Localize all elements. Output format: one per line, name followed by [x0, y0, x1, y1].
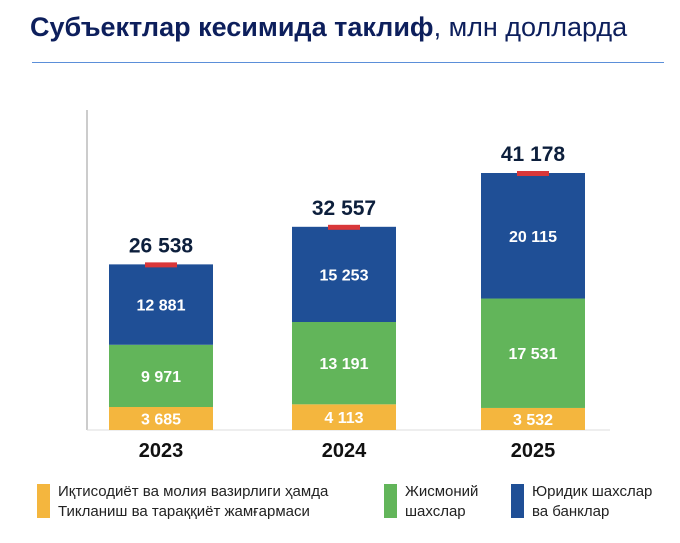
bar-segment [109, 344, 213, 408]
x-tick-label: 2023 [139, 440, 184, 462]
legend-swatch [511, 484, 524, 518]
segment-label: 12 881 [137, 298, 186, 315]
total-label: 32 557 [312, 197, 376, 220]
bar-segment [292, 404, 396, 430]
total-marker [145, 262, 177, 268]
bar-segment [481, 407, 585, 430]
total-marker [328, 224, 360, 230]
bar-segment [109, 264, 213, 345]
legend-label: Юридик шахслар [532, 483, 653, 500]
segment-label: 4 113 [324, 410, 363, 427]
bar-segment [481, 173, 585, 299]
legend-label: Иқтисодиёт ва молия вазирлиги ҳамда [58, 483, 329, 500]
legend-item-legal-entities: Юридик шахслар ва банклар [511, 482, 652, 522]
segment-label: 3 685 [141, 412, 181, 429]
x-tick-label: 2024 [322, 440, 367, 462]
bar-segment [292, 226, 396, 323]
legend-label: Жисмоний [405, 483, 479, 500]
chart-title: Субъектлар кесимида таклиф, млн долларда [30, 12, 628, 42]
segment-label: 15 253 [320, 267, 369, 284]
segment-label: 9 971 [141, 369, 181, 386]
segment-label: 17 531 [509, 346, 558, 363]
segment-label: 3 532 [513, 412, 553, 429]
bar-segment [481, 298, 585, 408]
bar-segment [109, 407, 213, 430]
legend-item-individuals: Жисмоний шахслар [384, 482, 478, 522]
segment-label: 13 191 [320, 356, 369, 373]
legend-label: ва банклар [532, 503, 610, 520]
legend-label: шахслар [405, 503, 466, 520]
legend-label: Тикланиш ва тараққиёт жамғармаси [58, 503, 310, 520]
total-marker [517, 171, 549, 176]
total-label: 26 538 [129, 234, 194, 257]
legend-swatch [37, 484, 50, 518]
segment-label: 20 115 [509, 229, 557, 246]
total-label: 41 178 [501, 143, 566, 166]
legend-swatch [384, 484, 397, 518]
title-divider [32, 62, 664, 63]
legend-item-ministry: Иқтисодиёт ва молия вазирлиги ҳамда Тикла… [37, 482, 328, 522]
bar-segment [292, 322, 396, 405]
x-tick-label: 2025 [511, 440, 556, 462]
